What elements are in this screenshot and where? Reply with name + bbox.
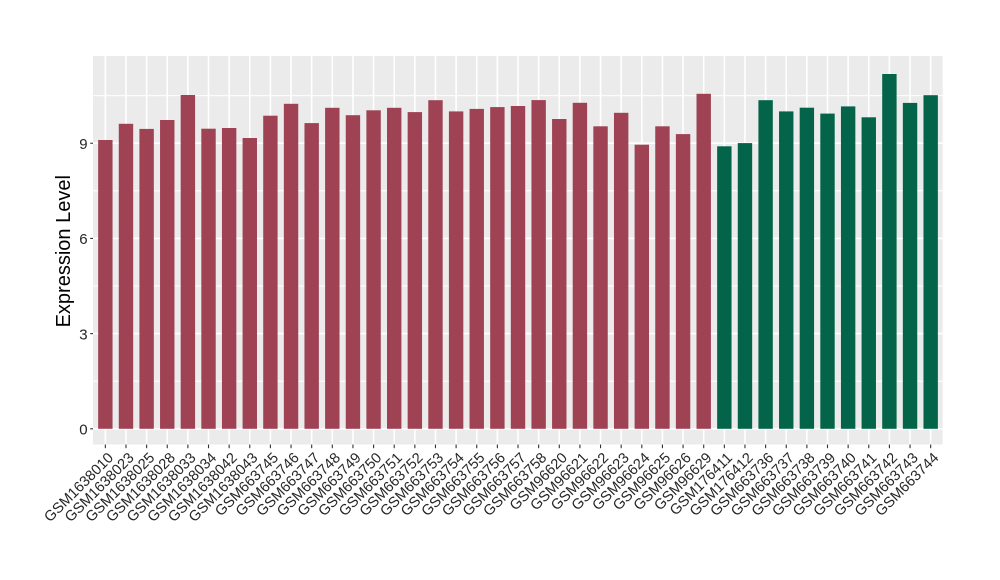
svg-text:3: 3 bbox=[79, 326, 87, 343]
svg-text:9: 9 bbox=[79, 136, 87, 153]
svg-text:Expression Level: Expression Level bbox=[53, 175, 75, 327]
svg-text:6: 6 bbox=[79, 231, 87, 248]
svg-text:0: 0 bbox=[79, 422, 87, 439]
